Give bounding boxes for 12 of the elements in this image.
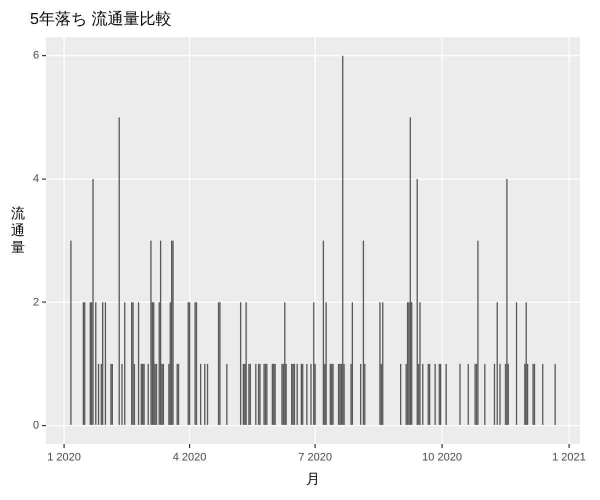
y-tick-label: 4 [32,172,40,185]
x-tick-label: 4 2020 [172,452,206,464]
y-tick-label: 0 [32,420,40,432]
x-tick-label: 1 2021 [552,452,586,464]
y-tick-label: 2 [32,296,40,308]
x-axis-title: 月 [306,470,320,486]
chart-title: 5年落ち 流通量比較 [30,10,172,28]
y-tick-label: 6 [32,50,40,62]
y-axis-title: 流通量 [10,204,26,256]
x-tick-label: 7 2020 [298,452,332,464]
x-tick-label: 10 2020 [422,452,462,464]
x-tick-label: 1 2020 [47,452,81,464]
